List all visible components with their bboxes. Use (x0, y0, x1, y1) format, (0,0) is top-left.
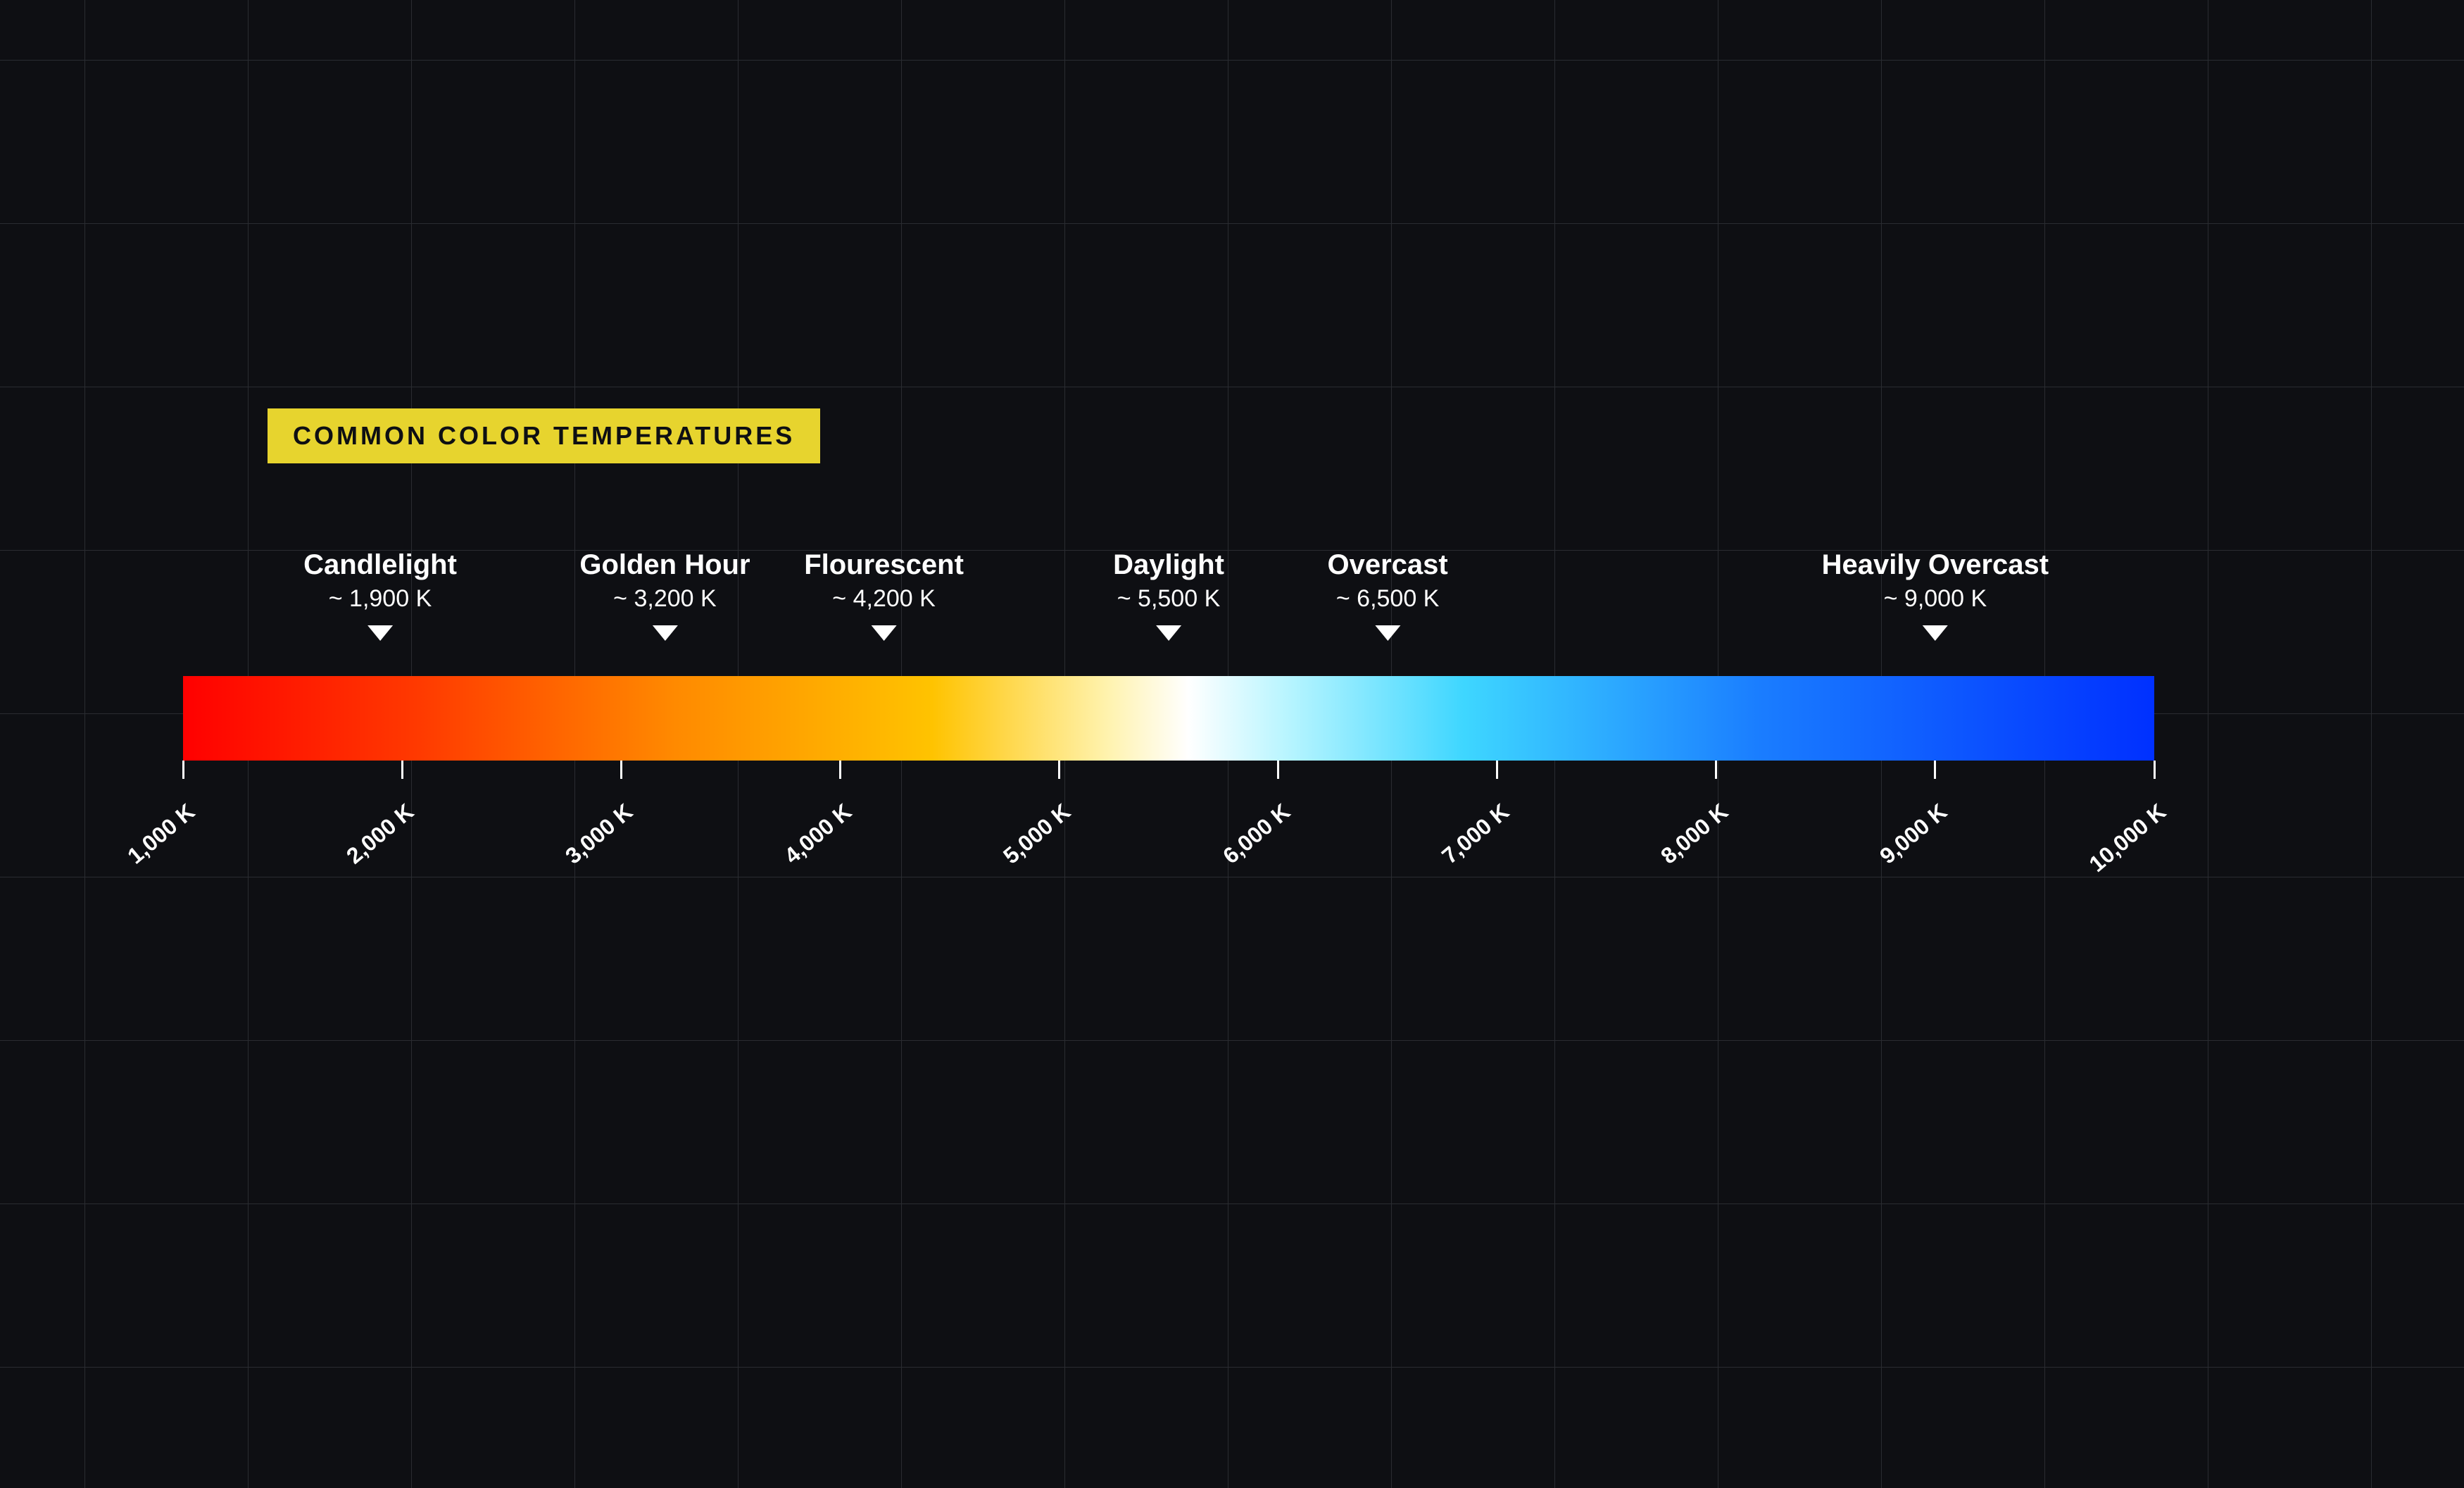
marker-value: ~ 9,000 K (1822, 585, 2049, 613)
marker-value: ~ 3,200 K (579, 585, 750, 613)
marker-name: Overcast (1327, 549, 1447, 581)
marker-name: Heavily Overcast (1822, 549, 2049, 581)
axis-tick-label: 7,000 K (1437, 799, 1514, 869)
marker-value: ~ 4,200 K (804, 585, 964, 613)
infographic-title: COMMON COLOR TEMPERATURES (268, 408, 820, 463)
triangle-down-icon (367, 625, 393, 641)
marker-name: Flourescent (804, 549, 964, 581)
axis-tick (2154, 761, 2156, 779)
grid-line-horizontal (0, 223, 2464, 224)
marker-name: Candlelight (303, 549, 457, 581)
axis-tick (839, 761, 841, 779)
marker-value: ~ 1,900 K (303, 585, 457, 613)
axis-tick-label: 4,000 K (779, 799, 857, 869)
grid-line-horizontal (0, 1040, 2464, 1041)
marker-name: Golden Hour (579, 549, 750, 581)
marker-candlelight: Candlelight ~ 1,900 K (303, 549, 457, 641)
axis-tick (1277, 761, 1279, 779)
triangle-down-icon (1156, 625, 1181, 641)
axis-tick (1934, 761, 1936, 779)
axis-tick (620, 761, 622, 779)
color-temperature-spectrum (183, 676, 2154, 761)
marker-golden-hour: Golden Hour ~ 3,200 K (579, 549, 750, 641)
axis-tick-label: 6,000 K (1218, 799, 1295, 869)
grid-line-horizontal (0, 1203, 2464, 1204)
axis-tick (1715, 761, 1717, 779)
triangle-down-icon (1375, 625, 1400, 641)
axis-tick-label: 1,000 K (122, 799, 200, 869)
marker-name: Daylight (1113, 549, 1224, 581)
axis-tick-label: 3,000 K (560, 799, 638, 869)
axis-tick (401, 761, 403, 779)
marker-value: ~ 6,500 K (1327, 585, 1447, 613)
triangle-down-icon (1923, 625, 1948, 641)
axis-tick-label: 8,000 K (1656, 799, 1733, 869)
marker-value: ~ 5,500 K (1113, 585, 1224, 613)
marker-flourescent: Flourescent ~ 4,200 K (804, 549, 964, 641)
triangle-down-icon (872, 625, 897, 641)
infographic-canvas: COMMON COLOR TEMPERATURES Candlelight ~ 1,… (0, 0, 2464, 1488)
marker-heavily-overcast: Heavily Overcast ~ 9,000 K (1822, 549, 2049, 641)
grid-line-horizontal (0, 60, 2464, 61)
axis-tick (1058, 761, 1060, 779)
axis-tick-label: 2,000 K (341, 799, 419, 869)
marker-daylight: Daylight ~ 5,500 K (1113, 549, 1224, 641)
axis-tick (1496, 761, 1498, 779)
axis-tick (182, 761, 184, 779)
triangle-down-icon (652, 625, 677, 641)
axis-tick-label: 10,000 K (2085, 799, 2171, 877)
axis-tick-label: 9,000 K (1875, 799, 1952, 869)
marker-overcast: Overcast ~ 6,500 K (1327, 549, 1447, 641)
grid-line-horizontal (0, 1367, 2464, 1368)
